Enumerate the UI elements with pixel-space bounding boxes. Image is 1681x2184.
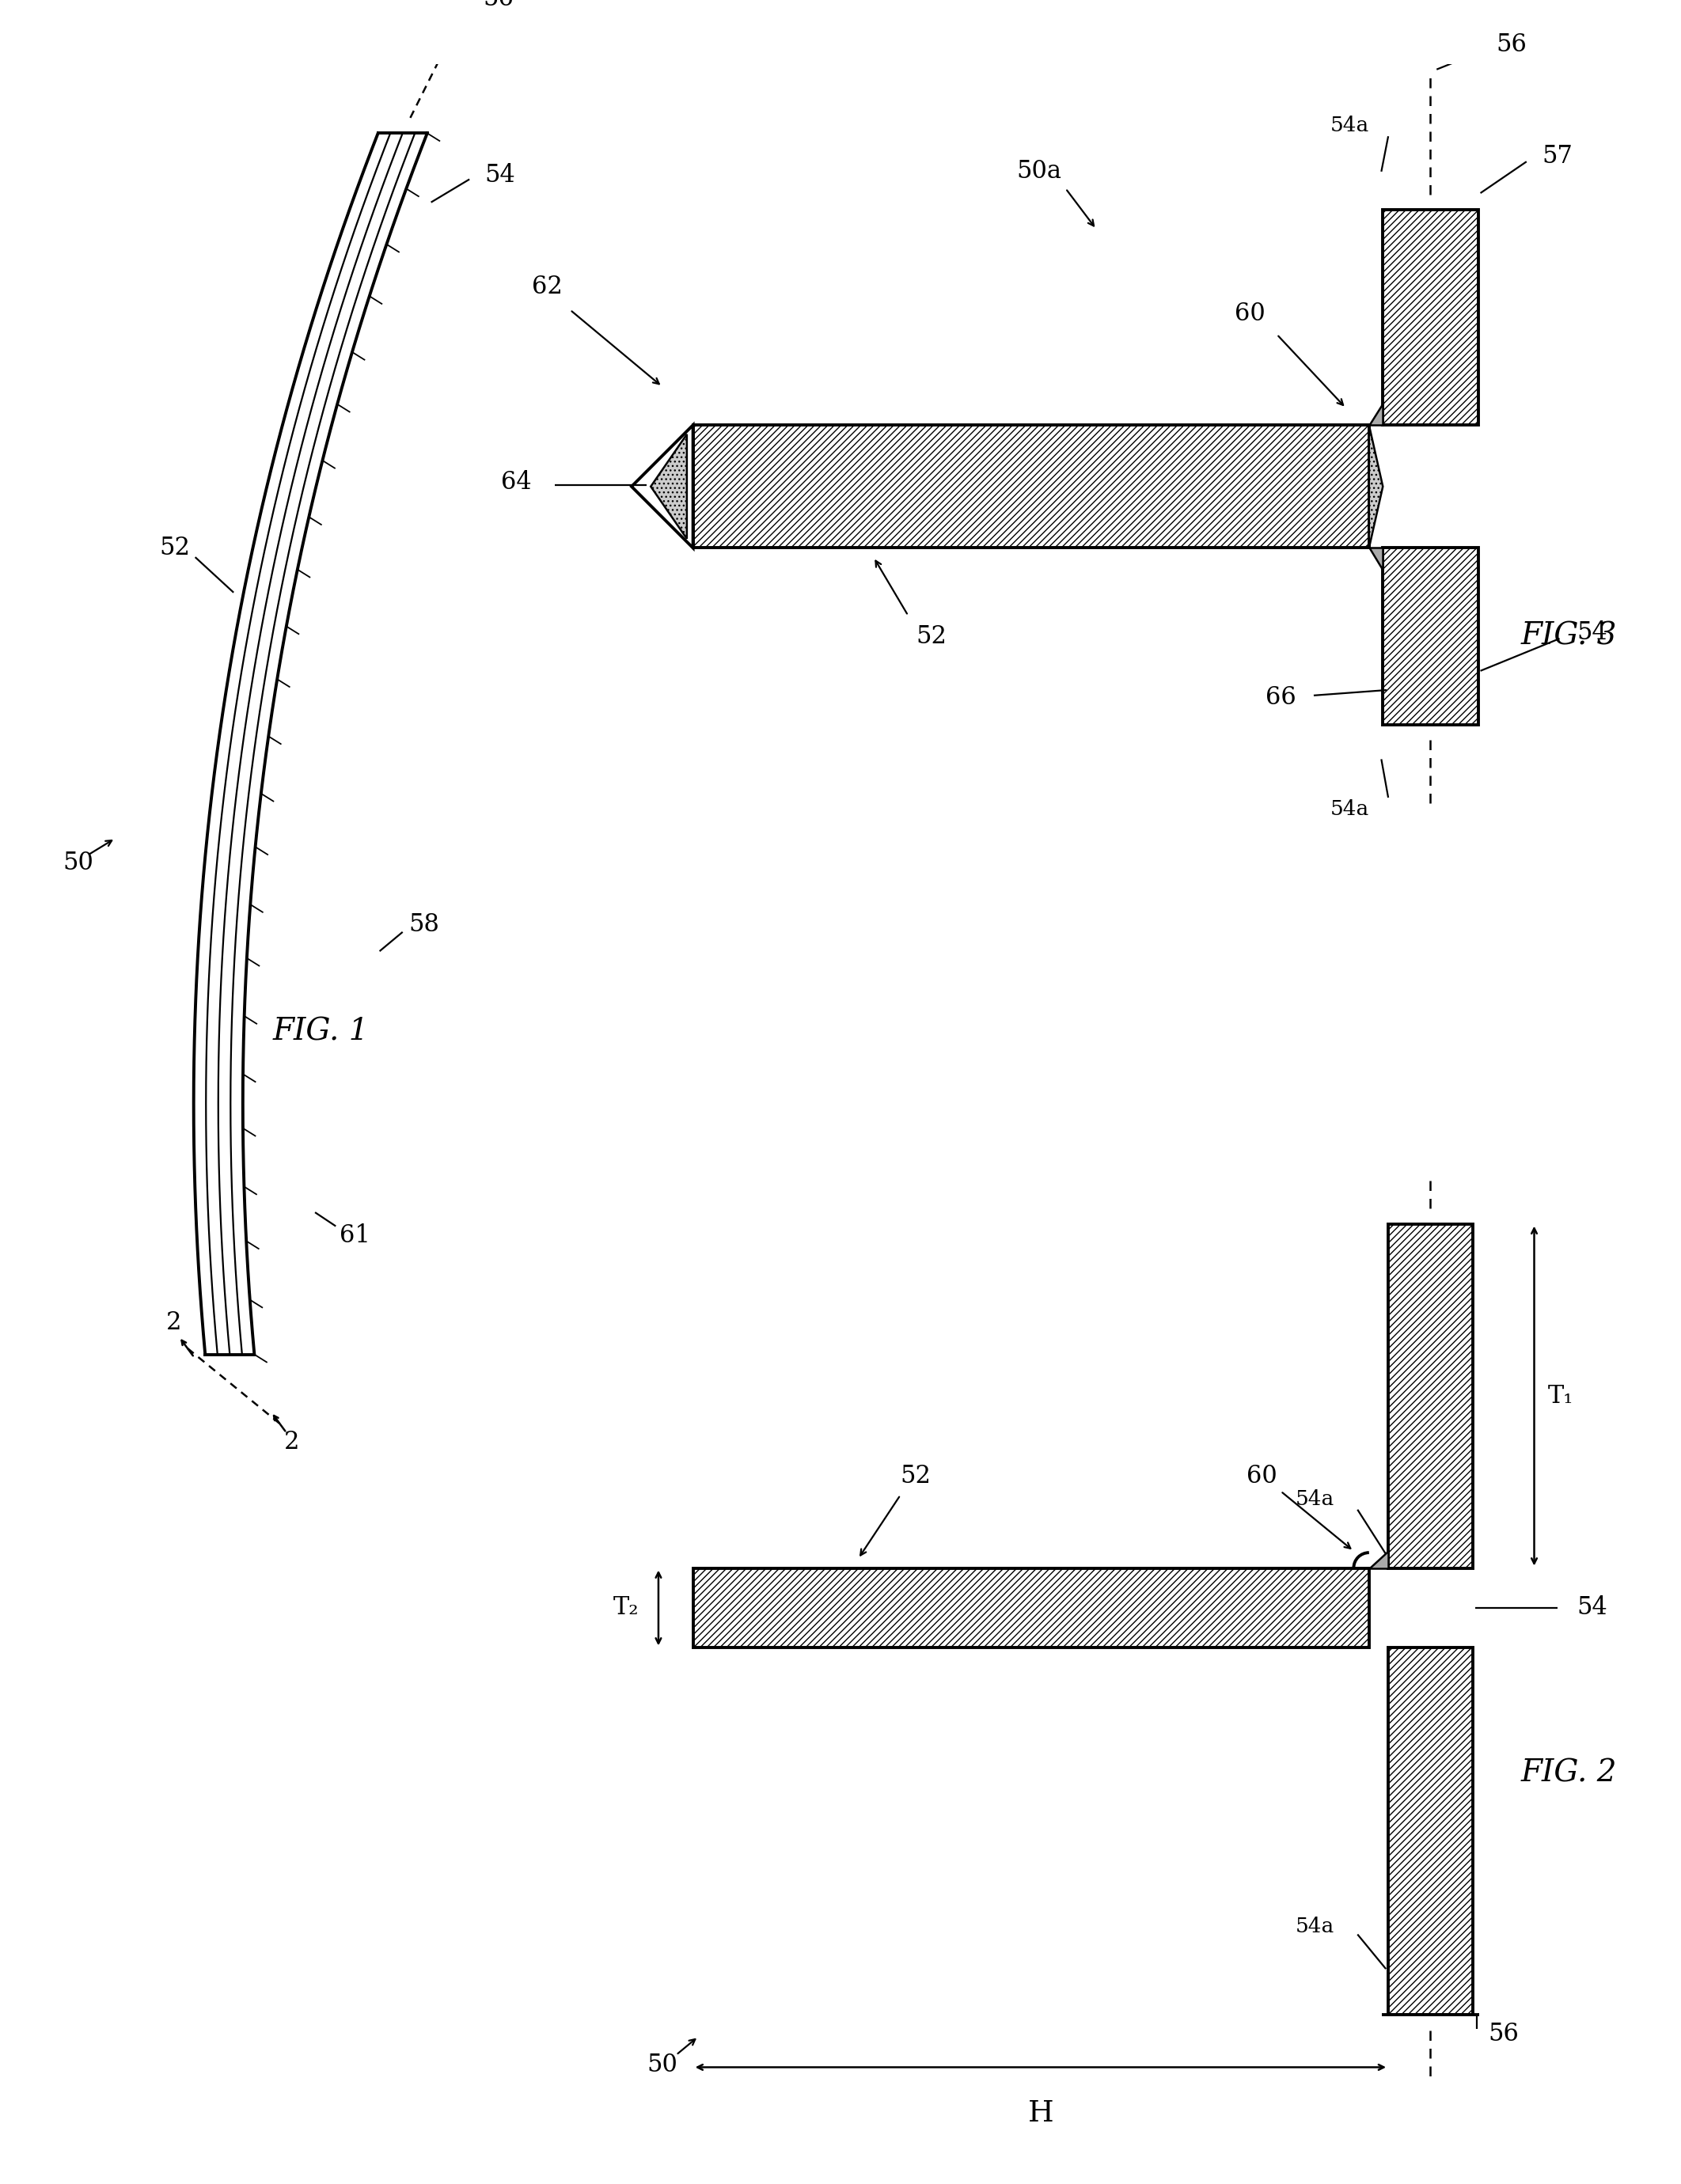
Text: 2: 2 [284,1431,299,1455]
Text: 54a: 54a [1330,116,1370,135]
Text: 50: 50 [647,2053,677,2077]
Polygon shape [1368,426,1383,548]
Bar [693,1568,1368,1649]
Text: FIG. 3: FIG. 3 [1521,622,1617,651]
Text: 54a: 54a [1330,799,1370,819]
Bar [1389,1649,1473,2016]
Text: 66: 66 [1266,686,1296,710]
Polygon shape [632,426,693,548]
Text: 58: 58 [408,913,439,937]
Bar [693,426,1368,548]
Text: T₁: T₁ [1548,1385,1573,1409]
Text: 61: 61 [340,1223,370,1247]
Text: 52: 52 [916,625,946,649]
Text: T₂: T₂ [614,1597,639,1621]
Text: 56: 56 [1488,2022,1520,2046]
Bar [1383,210,1478,426]
Text: 60: 60 [1234,301,1266,325]
Polygon shape [1368,404,1383,426]
Text: H: H [1027,2099,1054,2127]
Text: 64: 64 [501,470,531,496]
Text: 50a: 50a [1015,159,1061,183]
Text: 54: 54 [1577,1597,1607,1621]
Text: 2: 2 [166,1310,182,1334]
Text: FIG. 2: FIG. 2 [1521,1758,1617,1789]
Polygon shape [651,435,688,539]
Text: 60: 60 [1246,1463,1278,1487]
Polygon shape [193,133,427,1354]
Text: 56: 56 [1496,33,1526,57]
Text: 54a: 54a [1296,1489,1335,1509]
Bar [1389,1223,1473,1568]
Text: 56: 56 [482,0,514,11]
Text: 54a: 54a [1296,1918,1335,1937]
Bar [1383,548,1478,725]
Polygon shape [1368,548,1383,570]
Text: FIG. 1: FIG. 1 [272,1018,368,1046]
Text: 50: 50 [64,850,94,876]
Text: 54: 54 [1577,620,1607,644]
Text: 57: 57 [1541,144,1573,168]
Text: 62: 62 [531,275,563,299]
Text: 52: 52 [160,535,190,561]
Text: 52: 52 [901,1463,931,1487]
Text: 54: 54 [484,164,516,188]
Polygon shape [1368,1551,1389,1568]
